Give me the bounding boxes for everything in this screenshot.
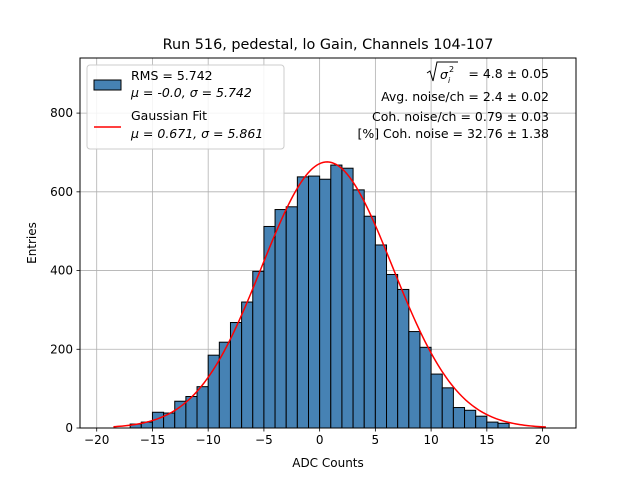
y-tick-label: 400 (50, 264, 73, 278)
histogram-bars (129, 164, 510, 429)
legend-fit-stats: μ = 0.671, σ = 5.861 (130, 126, 263, 141)
histogram-bar (341, 167, 354, 429)
x-tick-label: 10 (423, 433, 438, 447)
histogram-bar (307, 175, 321, 429)
histogram-bar (497, 422, 510, 429)
histogram-bar (241, 301, 254, 429)
sigma-sup: 2 (449, 65, 454, 74)
x-tick-label: −20 (84, 433, 109, 447)
histogram-bar (296, 176, 309, 429)
y-tick-label: 600 (50, 185, 73, 199)
x-tick-label: 20 (535, 433, 550, 447)
sigma-glyph: σ (440, 67, 449, 82)
y-tick-label: 800 (50, 106, 73, 120)
histogram-bar (285, 206, 298, 429)
sigma-value: = 4.8 ± 0.05 (468, 66, 549, 81)
coh-noise: Coh. noise/ch = 0.79 ± 0.03 (372, 109, 549, 124)
histogram-bar (174, 400, 187, 429)
histogram-bar (464, 409, 477, 429)
histogram-bar (397, 288, 410, 429)
histogram-bar (196, 386, 209, 429)
x-axis-label: ADC Counts (292, 456, 364, 470)
legend-histogram-rms: RMS = 5.742 (131, 68, 213, 83)
legend-fit-name: Gaussian Fit (131, 108, 207, 123)
x-tick-label: 5 (372, 433, 380, 447)
histogram-bar (330, 164, 343, 429)
histogram-bar (475, 415, 488, 429)
histogram-bar (207, 354, 220, 429)
y-axis-ticks: 0 200 400 600 800 (50, 106, 80, 435)
x-tick-label: 0 (316, 433, 324, 447)
x-tick-label: −15 (140, 433, 165, 447)
plot-frame (79, 57, 577, 429)
histogram-bar (252, 270, 265, 429)
histogram-bar (441, 387, 454, 429)
histogram-bar (218, 341, 231, 429)
histogram-bar (229, 322, 243, 429)
avg-noise: Avg. noise/ch = 2.4 ± 0.02 (381, 89, 549, 104)
y-tick-label: 0 (65, 421, 73, 435)
histogram-bar (419, 346, 432, 429)
chart-title: Run 516, pedestal, lo Gain, Channels 104… (163, 37, 494, 53)
histogram-bar (363, 215, 376, 429)
histogram-bar (452, 407, 466, 429)
legend-histogram-stats: μ = -0.0, σ = 5.742 (130, 85, 252, 100)
legend-histogram-patch (93, 79, 122, 91)
x-tick-label: 15 (479, 433, 494, 447)
y-tick-label: 200 (50, 342, 73, 356)
histogram-bar (386, 273, 399, 429)
gaussian-fit-line (113, 161, 546, 428)
sigma-symbol: σ i 2 (426, 61, 458, 85)
y-axis-label: Entries (25, 222, 39, 264)
histogram-bar (430, 373, 443, 429)
x-tick-label: −10 (196, 433, 221, 447)
histogram-bar (274, 209, 287, 429)
x-tick-label: −5 (255, 433, 273, 447)
histogram-bar (319, 178, 332, 429)
x-axis-ticks: −20 −15 −10 −5 0 5 10 15 20 (84, 428, 550, 447)
histogram-bar (408, 331, 421, 429)
sqrt-sign (426, 61, 458, 82)
noise-annotations: σ i 2 = 4.8 ± 0.05 Avg. noise/ch = 2.4 ±… (357, 61, 549, 141)
sigma-sub: i (448, 76, 451, 85)
histogram-bar (486, 421, 499, 429)
histogram-bar (374, 244, 388, 429)
legend: RMS = 5.742 μ = -0.0, σ = 5.742 Gaussian… (86, 64, 285, 150)
legend-box (86, 64, 285, 150)
histogram-bar (352, 189, 365, 429)
coh-noise-percent: [%] Coh. noise = 32.76 ± 1.38 (357, 126, 549, 141)
